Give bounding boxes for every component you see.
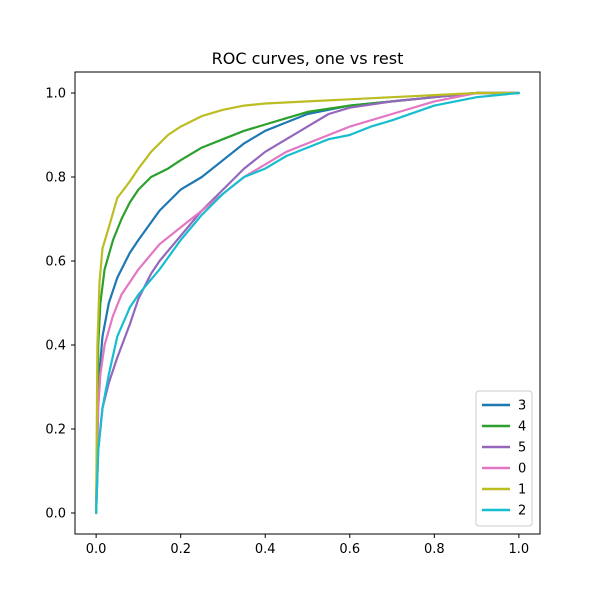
x-tick-label: 0.8: [424, 542, 445, 557]
x-axis-ticks: 0.0 0.2 0.4 0.6 0.8 1.0: [86, 534, 529, 557]
y-tick-label: 0.2: [45, 423, 66, 438]
legend-label: 4: [518, 420, 526, 435]
roc-curve-series-4: [95, 91, 520, 515]
plot-frame: [74, 71, 541, 535]
roc-curve-series-1: [95, 91, 520, 515]
roc-curve-series-0: [95, 91, 520, 515]
roc-curve-series-3: [95, 91, 520, 515]
y-tick-label: 0.6: [45, 255, 66, 270]
roc-curve-series-5: [95, 91, 520, 515]
x-tick-label: 0.4: [255, 542, 276, 557]
y-tick-label: 0.8: [45, 171, 66, 186]
legend-label: 5: [518, 441, 526, 456]
chart-title: ROC curves, one vs rest: [212, 49, 404, 68]
x-tick-label: 0.2: [170, 542, 191, 557]
legend: 3 4 5 0 1 2: [475, 390, 533, 527]
series-layer: [95, 91, 520, 515]
y-tick-label: 0.0: [45, 507, 66, 522]
roc-curve-series-2: [95, 91, 520, 515]
legend-label: 0: [518, 462, 526, 477]
x-tick-label: 0.0: [86, 542, 107, 557]
x-tick-label: 1.0: [509, 542, 530, 557]
y-tick-label: 0.4: [45, 339, 66, 354]
legend-label: 3: [518, 399, 526, 414]
x-tick-label: 0.6: [339, 542, 360, 557]
y-axis-ticks: 0.0 0.2 0.4 0.6 0.8 1.0: [45, 87, 75, 522]
legend-label: 2: [518, 504, 526, 519]
y-tick-label: 1.0: [45, 87, 66, 102]
legend-label: 1: [518, 483, 526, 498]
